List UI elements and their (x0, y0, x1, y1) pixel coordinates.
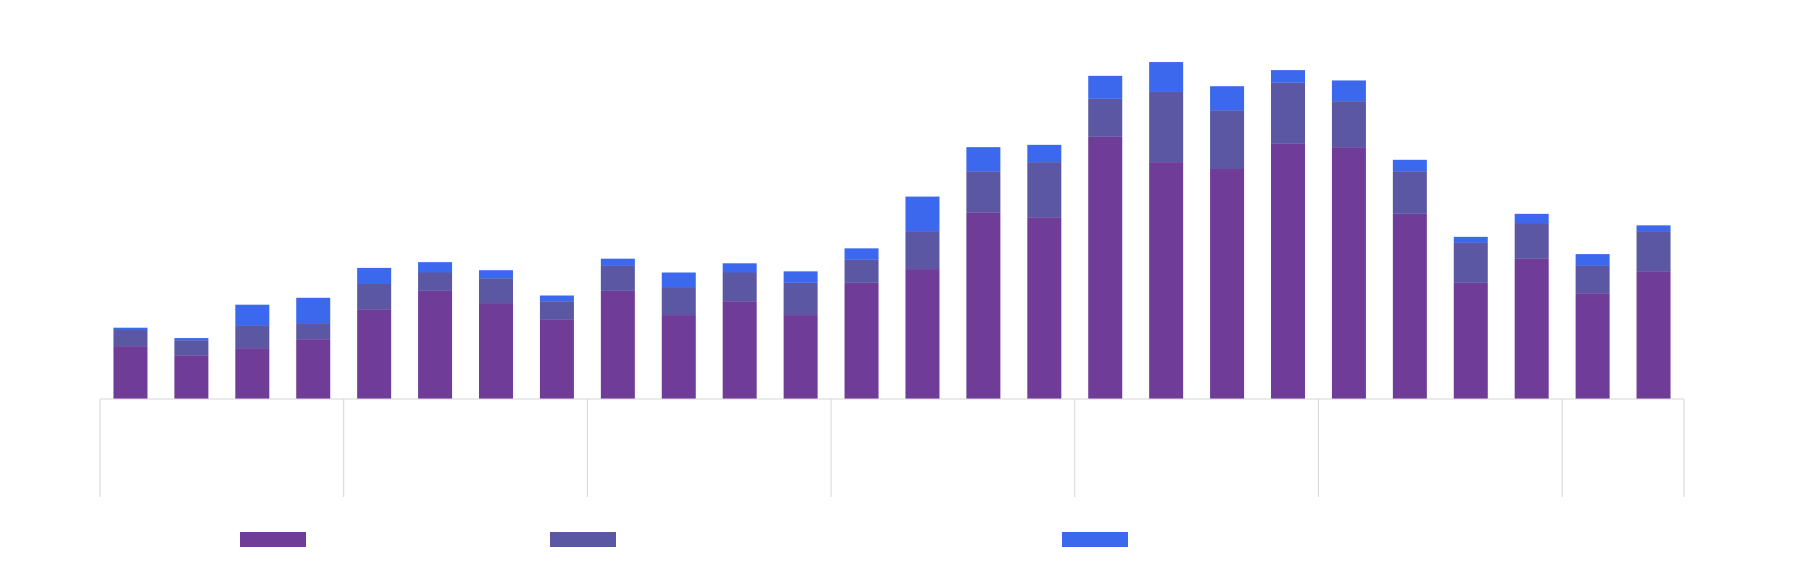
bar-segment (1027, 217, 1062, 399)
bar-segment (1027, 162, 1062, 218)
bar-segment (783, 315, 818, 399)
bar-segment (479, 270, 513, 279)
bar-segment (1636, 231, 1671, 272)
bar-segment (722, 272, 757, 302)
bar-segment (783, 282, 818, 316)
bar-segment (1514, 258, 1549, 399)
bar-segment (1453, 282, 1488, 399)
bar-segment (1331, 80, 1366, 102)
bar-segment (1392, 159, 1427, 172)
bar-segment (235, 325, 270, 349)
bar-segment (966, 147, 1001, 172)
bar-segment (296, 323, 331, 340)
bar-segment (418, 272, 453, 291)
legend (240, 532, 1128, 547)
bar-segment (1271, 82, 1305, 144)
bar-segment (1088, 98, 1123, 137)
bar-segment (235, 348, 270, 399)
bar-segment (113, 327, 148, 330)
bar-segment (844, 259, 879, 283)
bar-segment (661, 315, 696, 399)
bar-segment (1453, 242, 1488, 283)
bar-segment (722, 263, 757, 273)
bar-segment (1210, 110, 1245, 169)
bar-segment (479, 303, 513, 399)
bar-segment (783, 271, 818, 283)
bar-segment (1514, 213, 1549, 224)
bar-segment (1636, 225, 1671, 232)
bar-segment (1210, 86, 1245, 111)
bar-segment (600, 265, 635, 291)
bar-segment (1331, 147, 1366, 399)
bar-segment (296, 297, 331, 324)
bar-segment (1271, 70, 1305, 83)
bar-segment (1453, 236, 1488, 243)
bar-segment (1149, 162, 1184, 399)
bar-segment (661, 287, 696, 316)
bar-segment (235, 304, 270, 326)
bar-segment (1331, 101, 1366, 148)
bars-layer (113, 62, 1671, 400)
bar-segment (1575, 293, 1610, 399)
bar-segment (966, 212, 1001, 399)
bar-segment (296, 339, 331, 399)
bar-segment (357, 284, 392, 310)
bar-segment (600, 258, 635, 266)
bar-segment (418, 262, 453, 273)
bar-segment (1027, 144, 1062, 163)
bar-segment (1149, 62, 1184, 92)
bar-segment (1575, 254, 1610, 266)
bar-segment (1392, 171, 1427, 214)
bar-segment (1210, 169, 1245, 399)
bar-segment (113, 346, 148, 399)
bar-segment (113, 330, 148, 347)
bar-segment (844, 248, 879, 260)
bar-segment (539, 295, 574, 302)
bar-segment (1088, 75, 1123, 99)
x-axis (99, 398, 1685, 497)
bar-segment (174, 355, 209, 399)
bar-segment (1514, 223, 1549, 259)
bar-segment (661, 272, 696, 288)
bar-segment (1149, 91, 1184, 163)
legend-swatch[interactable] (550, 532, 616, 547)
bar-segment (966, 171, 1001, 213)
bar-segment (479, 278, 513, 304)
bar-segment (905, 231, 940, 270)
legend-swatch[interactable] (1062, 532, 1128, 547)
bar-segment (539, 301, 574, 320)
legend-swatch[interactable] (240, 532, 306, 547)
bar-segment (1392, 213, 1427, 399)
bar-segment (539, 319, 574, 399)
bar-segment (1575, 265, 1610, 294)
bar-segment (1088, 136, 1123, 400)
bar-segment (418, 290, 453, 399)
bar-segment (174, 340, 209, 356)
bar-segment (600, 290, 635, 399)
bar-segment (357, 309, 392, 399)
bar-segment (722, 301, 757, 399)
bar-segment (174, 338, 209, 341)
bar-segment (1271, 143, 1305, 399)
bar-segment (905, 269, 940, 399)
bar-segment (1636, 271, 1671, 399)
bar-segment (844, 282, 879, 399)
bar-segment (357, 267, 392, 284)
bar-segment (905, 196, 940, 232)
